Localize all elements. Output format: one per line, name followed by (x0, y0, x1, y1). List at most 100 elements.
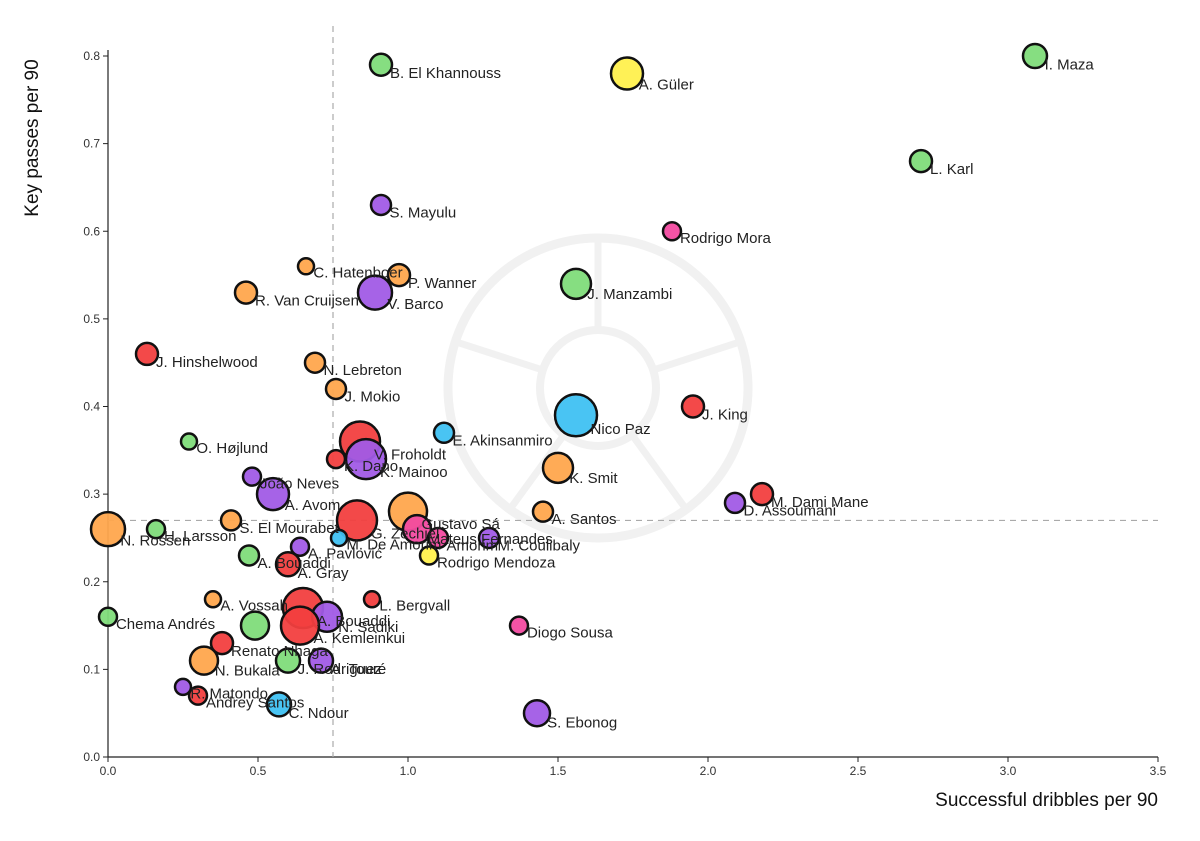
data-point (335, 499, 379, 542)
point-label: D. Assoumani (744, 502, 837, 519)
y-axis-label: Key passes per 90 (22, 59, 43, 216)
point-label: P. Wanner (408, 275, 476, 292)
point-label: V. Barco (387, 296, 443, 313)
data-point (307, 647, 335, 674)
point-label: Rodrigo Mora (680, 230, 772, 247)
data-point (508, 615, 530, 636)
point-label: R. Van Cruijsen (255, 293, 359, 310)
point-label: S. Mayulu (390, 204, 457, 221)
x-tick-label: 2.5 (850, 764, 867, 778)
watermark-spoke (652, 338, 742, 374)
data-point (145, 518, 167, 540)
data-point (723, 491, 747, 515)
x-tick-label: 2.0 (700, 764, 717, 778)
point-label: João Neves (260, 476, 339, 493)
point-label: M. Coulibaly (498, 537, 581, 554)
point-label: N. Rossen (120, 533, 190, 550)
data-point (432, 421, 456, 445)
data-point (279, 605, 321, 646)
y-tick-label: 0.6 (83, 224, 100, 238)
data-points (89, 42, 1049, 728)
point-label: L. Karl (930, 161, 973, 178)
point-label: A. Güler (639, 76, 694, 93)
point-label: A. Kemleinkui (313, 630, 405, 647)
point-label: B. El Khannouss (390, 65, 501, 82)
point-label: L. Bergvall (379, 598, 450, 615)
x-tick-label: 3.5 (1150, 764, 1167, 778)
data-point (274, 550, 302, 578)
point-label: A. Bouaddi (317, 613, 390, 630)
data-point (97, 606, 119, 628)
point-label: Andrey Santos (206, 695, 304, 712)
data-point (362, 590, 382, 609)
point-label: R. Matondo (190, 685, 268, 702)
watermark-logo (443, 233, 753, 543)
point-label: A. Bouaddi (258, 555, 331, 572)
watermark-spoke (507, 432, 567, 512)
data-point (531, 500, 555, 523)
point-label: A. Touré (331, 661, 387, 678)
data-point (344, 437, 388, 481)
point-label: J. Mokio (345, 388, 401, 405)
data-point (265, 691, 293, 718)
point-label: S. El Mourabet (240, 520, 340, 537)
data-point (289, 536, 311, 557)
point-label: O. Højlund (196, 440, 268, 457)
point-label: C. Ndour (289, 705, 349, 722)
data-point (233, 280, 259, 305)
point-label: N. Lebreton (324, 362, 402, 379)
point-label: A. Vossah (220, 598, 288, 615)
point-label: G. Zechiël (371, 525, 439, 542)
y-tick-label: 0.1 (83, 662, 100, 676)
data-point (329, 528, 349, 548)
point-label: Diogo Sousa (527, 625, 614, 642)
point-label: K. Smit (569, 470, 618, 487)
data-point (325, 448, 347, 470)
point-label: N. Bukala (215, 662, 281, 679)
data-point (369, 193, 393, 217)
y-tick-label: 0.4 (83, 400, 100, 414)
point-label: N. Sadiki (338, 619, 398, 636)
point-label: Amorim (447, 537, 499, 554)
x-tick-label: 1.0 (400, 764, 417, 778)
point-label: J. King (702, 407, 748, 424)
data-point (241, 466, 263, 487)
data-point (609, 56, 645, 91)
point-label: A. Avom (285, 497, 341, 514)
data-point (749, 481, 775, 507)
point-label: J. Rodriguez (298, 661, 382, 678)
data-point (418, 545, 440, 566)
data-point (89, 510, 127, 548)
data-point (908, 148, 934, 174)
y-tick-label: 0.5 (83, 312, 100, 326)
point-labels: I. Maza B. El Khannouss A. Güler L. Karl S. … (116, 57, 1094, 732)
point-label: Nico Paz (591, 421, 651, 438)
data-point (274, 647, 302, 674)
x-tick-label: 0.0 (100, 764, 117, 778)
data-point (426, 526, 450, 550)
data-point (324, 377, 348, 401)
point-label: V. Froholdt (374, 447, 447, 464)
data-point (356, 274, 394, 311)
data-point (522, 698, 552, 728)
x-axis-label: Successful dribbles per 90 (935, 790, 1158, 811)
data-point (1021, 42, 1049, 70)
data-point (477, 526, 501, 550)
data-point (661, 221, 683, 242)
point-label: H. Larsson (164, 528, 237, 545)
point-label: A. Pavlović (308, 546, 383, 563)
data-point (559, 267, 593, 301)
point-label: Gustavo Sá (421, 516, 500, 533)
y-tick-label: 0.3 (83, 487, 100, 501)
data-point (368, 52, 394, 78)
point-label: M. Dami Mane (771, 494, 869, 511)
data-point (187, 685, 209, 706)
point-label: J. Manzambi (587, 286, 672, 303)
point-label: Renato Nhaga (231, 643, 328, 660)
data-point (303, 351, 327, 374)
point-label: M. De Amorim (346, 536, 441, 553)
y-tick-label: 0.2 (83, 575, 100, 589)
data-point (134, 341, 160, 367)
point-label: A. Gray (298, 565, 349, 582)
